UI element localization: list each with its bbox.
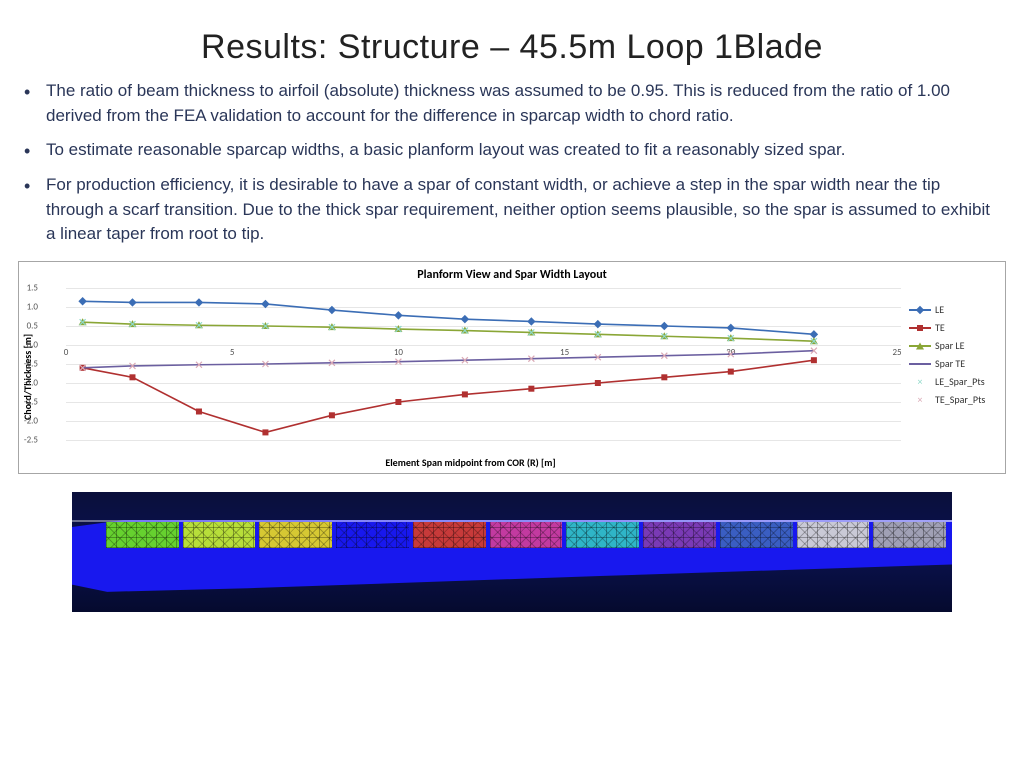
legend-item: LE: [909, 304, 1001, 316]
blade-segment: [643, 522, 716, 548]
blade-segment: [183, 522, 256, 548]
blade-segment: [566, 522, 639, 548]
chart-xlabel: Element Span midpoint from COR (R) [m]: [36, 456, 905, 469]
bullet-item: The ratio of beam thickness to airfoil (…: [42, 79, 996, 128]
blade-segment: [336, 522, 409, 548]
legend-item: ×LE_Spar_Pts: [909, 376, 1001, 388]
bullet-list: The ratio of beam thickness to airfoil (…: [18, 79, 1006, 247]
slide-title: Results: Structure – 45.5m Loop 1Blade: [18, 28, 1006, 67]
blade-segment: [720, 522, 793, 548]
blade-segment: [490, 522, 563, 548]
blade-segment: [873, 522, 946, 548]
planform-chart: Planform View and Spar Width Layout Chor…: [18, 261, 1006, 474]
blade-segment: [259, 522, 332, 548]
legend-item: Spar LE: [909, 340, 1001, 352]
chart-legend: LE TE Spar LE Spar TE ×LE_Spar_Pts ×TE_Spar_P…: [905, 284, 1005, 469]
bullet-item: For production efficiency, it is desirab…: [42, 173, 996, 247]
chart-plot-area: -2.5-2.0-1.5-1.0-0.50.00.51.01.505101520…: [40, 284, 901, 454]
legend-item: Spar TE: [909, 358, 1001, 370]
blade-segment: [413, 522, 486, 548]
bullet-item: To estimate reasonable sparcap widths, a…: [42, 138, 996, 163]
blade-segment: [797, 522, 870, 548]
blade-segment: [106, 522, 179, 548]
legend-item: TE: [909, 322, 1001, 334]
blade-segments: [106, 522, 946, 548]
blade-render: [72, 492, 952, 612]
legend-item: ×TE_Spar_Pts: [909, 394, 1001, 406]
chart-title: Planform View and Spar Width Layout: [19, 268, 1005, 282]
